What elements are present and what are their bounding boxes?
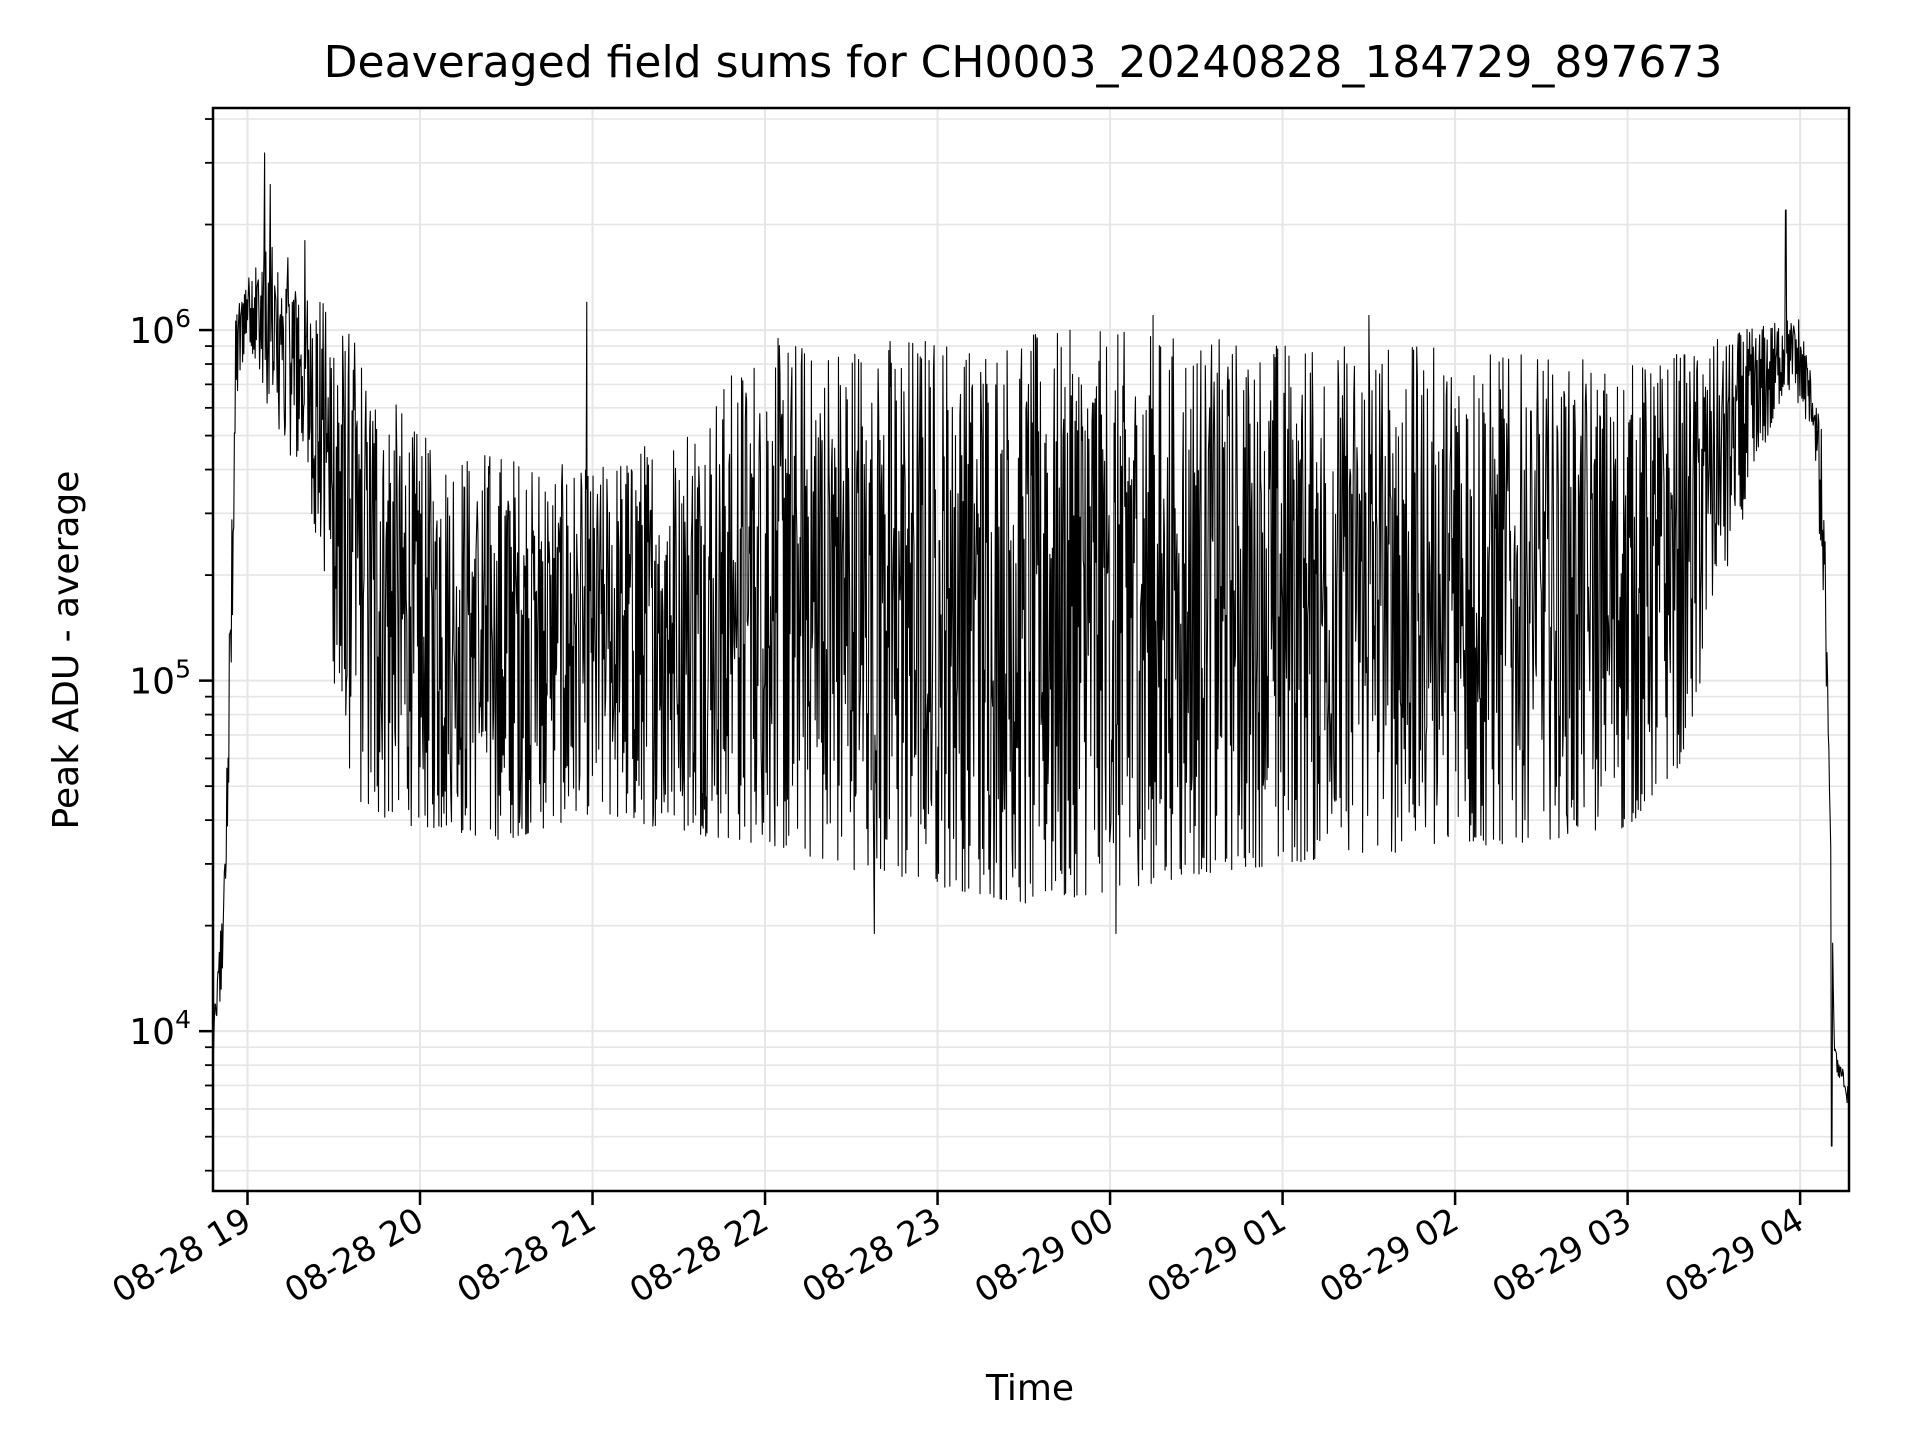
- y-tick-label: 104: [129, 1005, 191, 1053]
- plot-frame: [211, 106, 1851, 1193]
- series-group: [212, 152, 1850, 1147]
- y-axis-label: Peak ADU - average: [46, 471, 87, 830]
- y-tick-label: 106: [129, 304, 191, 352]
- chart-title: Deaveraged field sums for CH0003_2024082…: [324, 37, 1723, 88]
- x-axis-label: Time: [985, 1368, 1074, 1409]
- y-axis: 104 105 106: [129, 118, 213, 1172]
- series-line: [212, 152, 1850, 1147]
- y-tick-label: 105: [129, 655, 191, 703]
